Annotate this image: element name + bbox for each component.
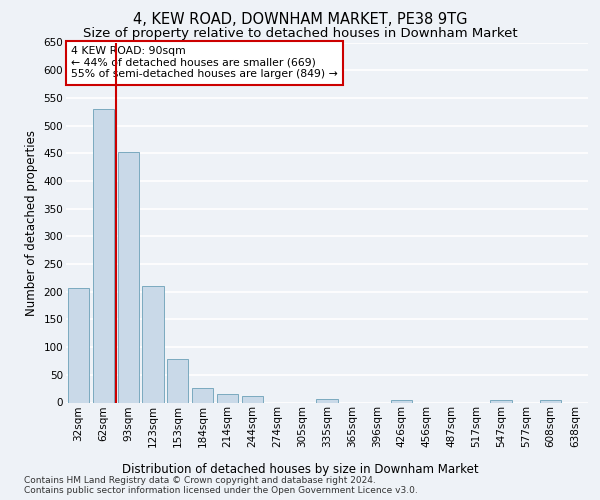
Text: 4 KEW ROAD: 90sqm
← 44% of detached houses are smaller (669)
55% of semi-detache: 4 KEW ROAD: 90sqm ← 44% of detached hous…	[71, 46, 338, 80]
Bar	[142, 286, 164, 403]
Text: Contains HM Land Registry data © Crown copyright and database right 2024.
Contai: Contains HM Land Registry data © Crown c…	[24, 476, 418, 495]
Text: Distribution of detached houses by size in Downham Market: Distribution of detached houses by size …	[122, 462, 478, 475]
Bar	[490, 400, 512, 402]
Bar	[540, 400, 561, 402]
Y-axis label: Number of detached properties: Number of detached properties	[25, 130, 38, 316]
Bar	[242, 396, 263, 402]
Bar	[391, 400, 412, 402]
Bar	[167, 360, 188, 403]
Text: 4, KEW ROAD, DOWNHAM MARKET, PE38 9TG: 4, KEW ROAD, DOWNHAM MARKET, PE38 9TG	[133, 12, 467, 28]
Bar	[68, 288, 89, 403]
Bar	[192, 388, 213, 402]
Bar	[93, 109, 114, 403]
Text: Size of property relative to detached houses in Downham Market: Size of property relative to detached ho…	[83, 28, 517, 40]
Bar	[316, 399, 338, 402]
Bar	[217, 394, 238, 402]
Bar	[118, 152, 139, 403]
